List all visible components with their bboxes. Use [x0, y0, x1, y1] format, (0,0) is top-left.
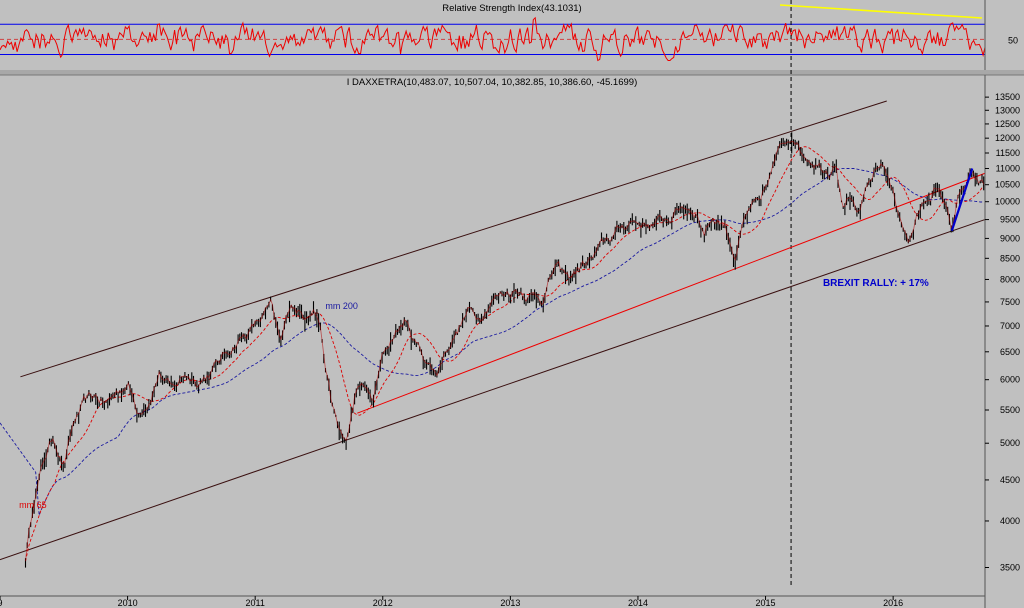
price-tick-label: 9000 [1000, 233, 1020, 243]
price-tick-label: 3500 [1000, 562, 1020, 572]
price-tick-label: 13500 [995, 92, 1020, 102]
price-tick-label: 4500 [1000, 475, 1020, 485]
panel-separator [0, 70, 1024, 75]
price-tick-label: 5500 [1000, 405, 1020, 415]
price-tick-label: 7000 [1000, 321, 1020, 331]
time-tick-label: 2011 [246, 598, 265, 608]
price-tick-label: 10000 [995, 197, 1020, 207]
ma-200-label: mm 200 [325, 301, 358, 311]
time-tick-label: 2010 [118, 598, 138, 608]
price-tick-label: 12500 [995, 119, 1020, 129]
time-tick-label: 9 [0, 598, 3, 608]
price-tick-label: 12000 [995, 133, 1020, 143]
price-axis-ticks: 13500 13000 12500 12000 11500 11000 10500 10000… [984, 75, 1020, 608]
rsi-line [0, 16, 986, 62]
price-tick-label: 8000 [1000, 274, 1020, 284]
ma-65-line [25, 146, 985, 562]
price-tick-label: 6000 [1000, 375, 1020, 385]
price-tick-label: 5000 [1000, 438, 1020, 448]
channel-upper-line [20, 100, 887, 378]
time-tick-label: 2016 [883, 598, 903, 608]
price-tick-label: 8500 [1000, 253, 1020, 263]
rsi-panel: Relative Strength Index(43.1031) 50 [0, 0, 1024, 70]
rsi-tick-label: 50 [1008, 35, 1018, 45]
price-close-line [25, 140, 985, 562]
channel-lower-line [0, 219, 986, 561]
time-tick-label: 2012 [373, 598, 393, 608]
time-tick-label: 2013 [500, 598, 520, 608]
price-tick-label: 11000 [996, 163, 1020, 173]
price-tick-label: 4000 [1000, 516, 1020, 526]
price-tick-label: 10500 [995, 180, 1020, 190]
ma-65-label: mm 65 [19, 500, 47, 510]
time-axis-ticks: 9 2010 2011 2012 2013 2014 2015 2016 [0, 595, 985, 608]
price-tick-label: 7500 [1000, 297, 1020, 307]
rsi-divergence-line [779, 4, 983, 19]
time-tick-label: 2014 [628, 598, 648, 608]
time-tick-label: 2015 [756, 598, 776, 608]
price-tick-label: 11500 [996, 148, 1020, 158]
price-tick-label: 13000 [995, 105, 1020, 115]
rsi-panel-bg [0, 0, 1024, 70]
ma-200-line [0, 168, 984, 516]
price-bars [24, 132, 985, 568]
price-title: I DAXXETRA(10,483.07, 10,507.04, 10,382.… [347, 77, 637, 88]
brexit-rally-annotation: BREXIT RALLY: + 17% [823, 278, 929, 289]
support-trendline [357, 172, 986, 414]
price-tick-label: 6500 [1000, 347, 1020, 357]
rsi-axis-ticks: 50 [984, 0, 1018, 70]
rsi-title: Relative Strength Index(43.1031) [442, 3, 581, 14]
brexit-rally-line [950, 168, 974, 232]
price-tick-label: 9500 [1000, 215, 1020, 225]
